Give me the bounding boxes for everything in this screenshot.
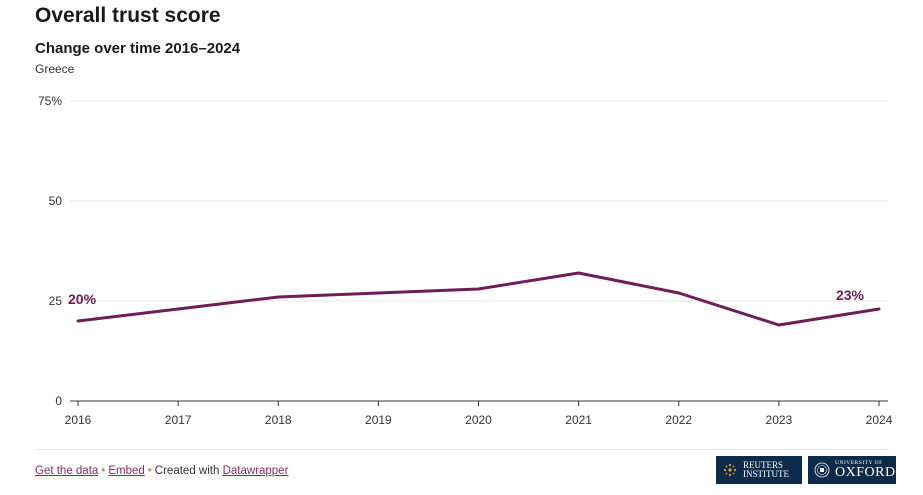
publisher-logos: REUTERS INSTITUTE UNIVERSITY OF OXFORD	[716, 456, 896, 484]
oxford-university-logo[interactable]: UNIVERSITY OF OXFORD	[808, 456, 896, 484]
series-lines	[76, 271, 881, 327]
x-tick-label-2024: 2024	[866, 413, 893, 427]
data-labels: 20% 23%	[68, 287, 865, 307]
x-axis: 2016 2017 2018 2019 2020 2021 2022 2023 2024	[65, 400, 893, 427]
x-tick-label-2020: 2020	[465, 413, 492, 427]
reuters-logo-line1: REUTERS	[743, 460, 784, 470]
y-tick-label-50: 50	[49, 194, 63, 208]
datawrapper-link[interactable]: Datawrapper	[222, 465, 289, 477]
footer-divider	[35, 449, 888, 450]
y-tick-label-25: 25	[49, 294, 63, 308]
oxford-logo-line2: OXFORD	[835, 465, 896, 480]
y-tick-label-0: 0	[55, 394, 62, 408]
y-axis-ticks: 0 25 50 75%	[38, 94, 62, 408]
chart-region-label: Greece	[35, 62, 75, 76]
line-chart: 0 25 50 75% 2016 2017 2018 2019 2020 2021 2022 202…	[38, 94, 893, 427]
chart-subtitle: Change over time 2016–2024	[35, 40, 241, 57]
footer-separator: •	[147, 465, 152, 477]
x-tick-label-2023: 2023	[766, 413, 793, 427]
oxford-logo-line1: UNIVERSITY OF	[835, 460, 883, 466]
x-tick-label-2022: 2022	[665, 413, 692, 427]
get-data-link[interactable]: Get the data	[35, 465, 99, 477]
grid-lines	[70, 100, 888, 302]
embed-link[interactable]: Embed	[108, 465, 145, 477]
y-tick-label-75: 75%	[38, 94, 62, 108]
x-tick-label-2017: 2017	[165, 413, 192, 427]
oxford-crest-icon	[814, 462, 830, 478]
reuters-dots-icon	[723, 463, 737, 477]
data-label-2016: 20%	[68, 291, 97, 307]
chart-title: Overall trust score	[35, 4, 221, 27]
x-tick-label-2019: 2019	[365, 413, 392, 427]
footer-separator: •	[101, 465, 106, 477]
footer-links: Get the data • Embed • Created with Datawrap…	[35, 465, 288, 477]
reuters-logo-line2: INSTITUTE	[743, 469, 789, 479]
x-tick-label-2021: 2021	[565, 413, 592, 427]
x-tick-label-2018: 2018	[265, 413, 292, 427]
x-tick-label-2016: 2016	[65, 413, 92, 427]
reuters-institute-logo[interactable]: REUTERS INSTITUTE	[716, 456, 802, 484]
created-with-text: Created with	[154, 465, 220, 477]
series-line-greece	[76, 271, 881, 327]
data-label-2024: 23%	[836, 287, 865, 303]
